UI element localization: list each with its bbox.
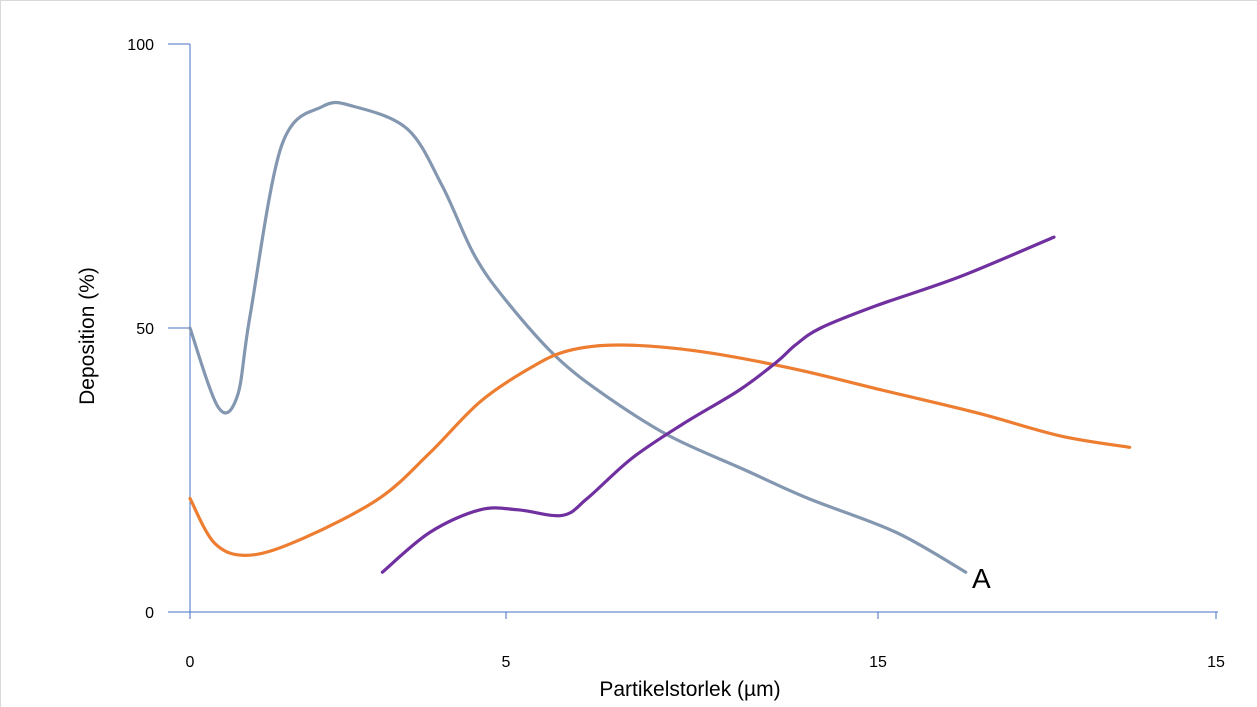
- curve-annotation-label: A: [972, 563, 991, 594]
- x-tick-label: 5: [502, 654, 511, 671]
- y-axis-title: Deposition (%): [76, 267, 99, 405]
- series-line-1: [188, 100, 968, 574]
- y-tick-label: 50: [136, 321, 154, 338]
- ticks: 0 5 15 15 0 50 100: [127, 37, 1225, 671]
- x-tick-label: 15: [869, 654, 887, 671]
- axes: [189, 44, 1218, 613]
- series-line-3: [380, 235, 1056, 574]
- y-tick-label: 100: [127, 37, 154, 54]
- x-axis-title: Partikelstorlek (µm): [599, 678, 780, 701]
- x-tick-label: 15: [1207, 654, 1225, 671]
- x-tick-label: 0: [186, 654, 195, 671]
- series-line-2: [188, 343, 1132, 557]
- series-layer: [188, 100, 1132, 574]
- y-tick-label: 0: [145, 605, 154, 622]
